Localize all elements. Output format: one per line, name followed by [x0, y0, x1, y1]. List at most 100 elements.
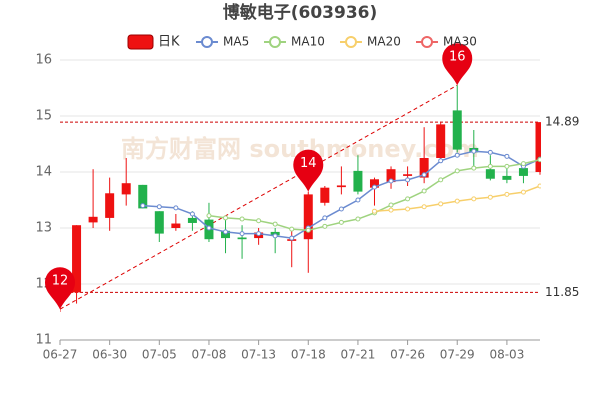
candle-body: [535, 122, 541, 172]
ma-point: [454, 168, 460, 174]
candle-body: [353, 170, 363, 192]
candle-body: [121, 183, 131, 195]
candle-body: [518, 168, 528, 176]
ma-point: [338, 219, 344, 225]
candle-body: [154, 211, 164, 234]
trend-line: [59, 84, 458, 310]
candle-body: [502, 175, 512, 180]
ma-point: [256, 231, 262, 237]
ma-point: [438, 201, 444, 207]
candle-body: [403, 174, 413, 176]
candle-body: [138, 184, 148, 209]
ma-point: [388, 178, 394, 184]
ma-point: [371, 184, 377, 190]
ma-point: [239, 216, 245, 222]
legend-label: MA10: [291, 35, 325, 49]
ma-point: [223, 229, 229, 235]
ma-point: [223, 215, 229, 221]
candle-body: [303, 194, 313, 240]
ma-point: [487, 163, 493, 169]
ma-point: [421, 172, 427, 178]
candle-body: [88, 216, 98, 223]
ma-point: [520, 161, 526, 167]
y-tick-label: 15: [35, 109, 52, 124]
y-tick-label: 11: [35, 333, 52, 348]
x-tick-label: 07-13: [241, 348, 276, 362]
legend-label: MA5: [223, 35, 249, 49]
candle-body: [105, 193, 115, 218]
ma-point: [471, 196, 477, 202]
candle-body: [221, 230, 231, 239]
ma-point: [388, 207, 394, 213]
y-tick-label: 13: [35, 221, 52, 236]
ma-point: [272, 221, 278, 227]
legend-swatch: [201, 36, 213, 48]
ma-point: [189, 211, 195, 217]
legend-label: MA20: [367, 35, 401, 49]
legend-swatch: [269, 36, 281, 48]
ma-point: [405, 196, 411, 202]
ma-point: [206, 213, 212, 219]
candle-body: [336, 185, 346, 188]
ma-point: [322, 223, 328, 229]
x-tick-label: 07-18: [291, 348, 326, 362]
candle-body: [72, 225, 82, 293]
candle-body: [452, 110, 462, 150]
ma-point: [487, 194, 493, 200]
pin: [45, 267, 75, 310]
legend-swatch: [127, 34, 154, 50]
ma-point: [289, 226, 295, 232]
ma-point: [256, 218, 262, 224]
ma-point: [322, 215, 328, 221]
legend-label: MA30: [443, 35, 477, 49]
chart-title: 博敏电子(603936): [223, 2, 378, 23]
legend-swatch: [345, 36, 357, 48]
legend-swatch: [421, 36, 433, 48]
reference-label: 11.85: [545, 285, 579, 299]
candle-body: [485, 169, 495, 179]
pin-label: 16: [449, 50, 466, 65]
candle-body: [237, 237, 247, 240]
ma-point: [405, 206, 411, 212]
ma-point: [520, 189, 526, 195]
candle-body: [171, 223, 181, 228]
candle-body: [386, 169, 396, 183]
ma-point: [305, 227, 311, 233]
ma-point: [421, 188, 427, 194]
y-tick-label: 16: [35, 53, 52, 68]
ma-point: [156, 204, 162, 210]
ma-point: [487, 149, 493, 155]
ma-point: [421, 204, 427, 210]
ma-point: [537, 183, 541, 189]
ma-point: [206, 225, 212, 231]
candles: [60, 85, 541, 312]
candle-body: [320, 187, 330, 203]
ma-point: [438, 158, 444, 164]
ma-point: [140, 203, 146, 209]
ma-point: [438, 177, 444, 183]
ma-point: [405, 177, 411, 183]
x-tick-label: 07-05: [142, 348, 177, 362]
pin-label: 14: [300, 156, 317, 171]
ma-point: [355, 216, 361, 222]
y-tick-label: 14: [35, 165, 52, 180]
pin: [293, 149, 324, 192]
reference-label: 14.89: [545, 115, 579, 129]
pin-label: 12: [52, 274, 69, 289]
ma-point: [454, 152, 460, 158]
ma-point: [504, 191, 510, 197]
legend-label: 日K: [158, 35, 180, 50]
ma-point: [355, 197, 361, 203]
candle-body: [187, 217, 197, 223]
x-tick-label: 07-08: [192, 348, 227, 362]
pin: [442, 43, 473, 86]
ma-point: [239, 231, 245, 237]
x-tick-label: 08-03: [489, 348, 524, 362]
candle-body: [419, 158, 429, 178]
x-tick-label: 07-29: [440, 348, 475, 362]
candle-body: [369, 179, 379, 188]
x-tick-label: 06-27: [43, 348, 78, 362]
x-tick-label: 07-26: [390, 348, 425, 362]
ma-point: [338, 206, 344, 212]
